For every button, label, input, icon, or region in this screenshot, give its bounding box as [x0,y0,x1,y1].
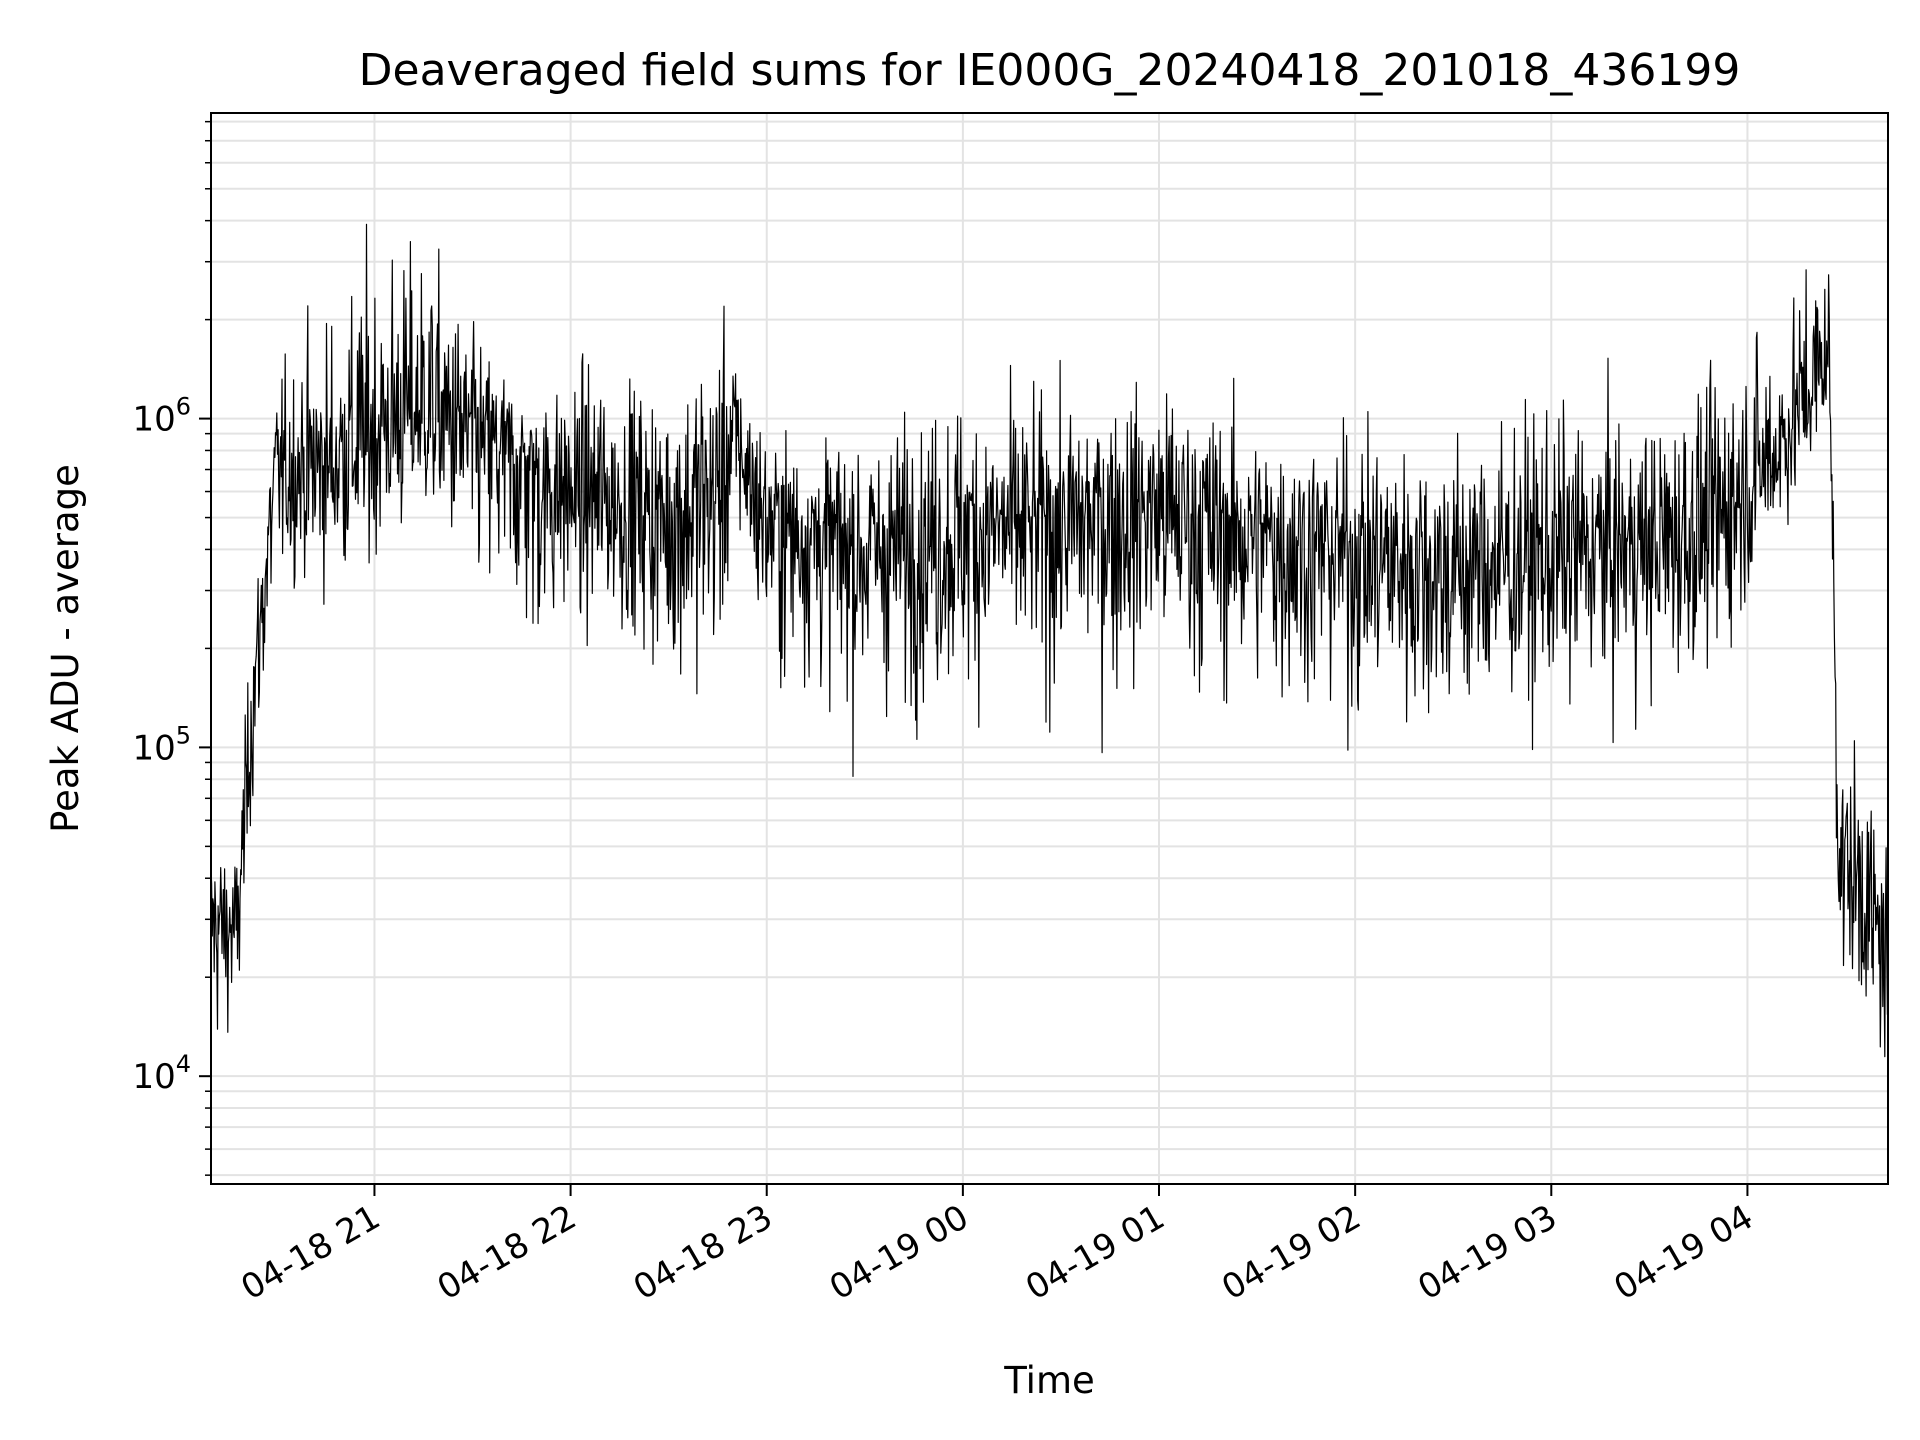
y-tick-label: 105 [132,721,191,768]
y-tick-label: 104 [132,1050,191,1097]
y-tick-label: 106 [132,393,191,440]
y-axis-ticks: 104 105 106 [132,120,211,1176]
series-path [210,223,1889,1058]
y-axis-label: Peak ADU - average [44,464,87,833]
chart-title: Deaveraged field sums for IE000G_2024041… [359,45,1741,96]
series-line [210,223,1889,1058]
x-axis-label: Time [1003,1359,1095,1402]
